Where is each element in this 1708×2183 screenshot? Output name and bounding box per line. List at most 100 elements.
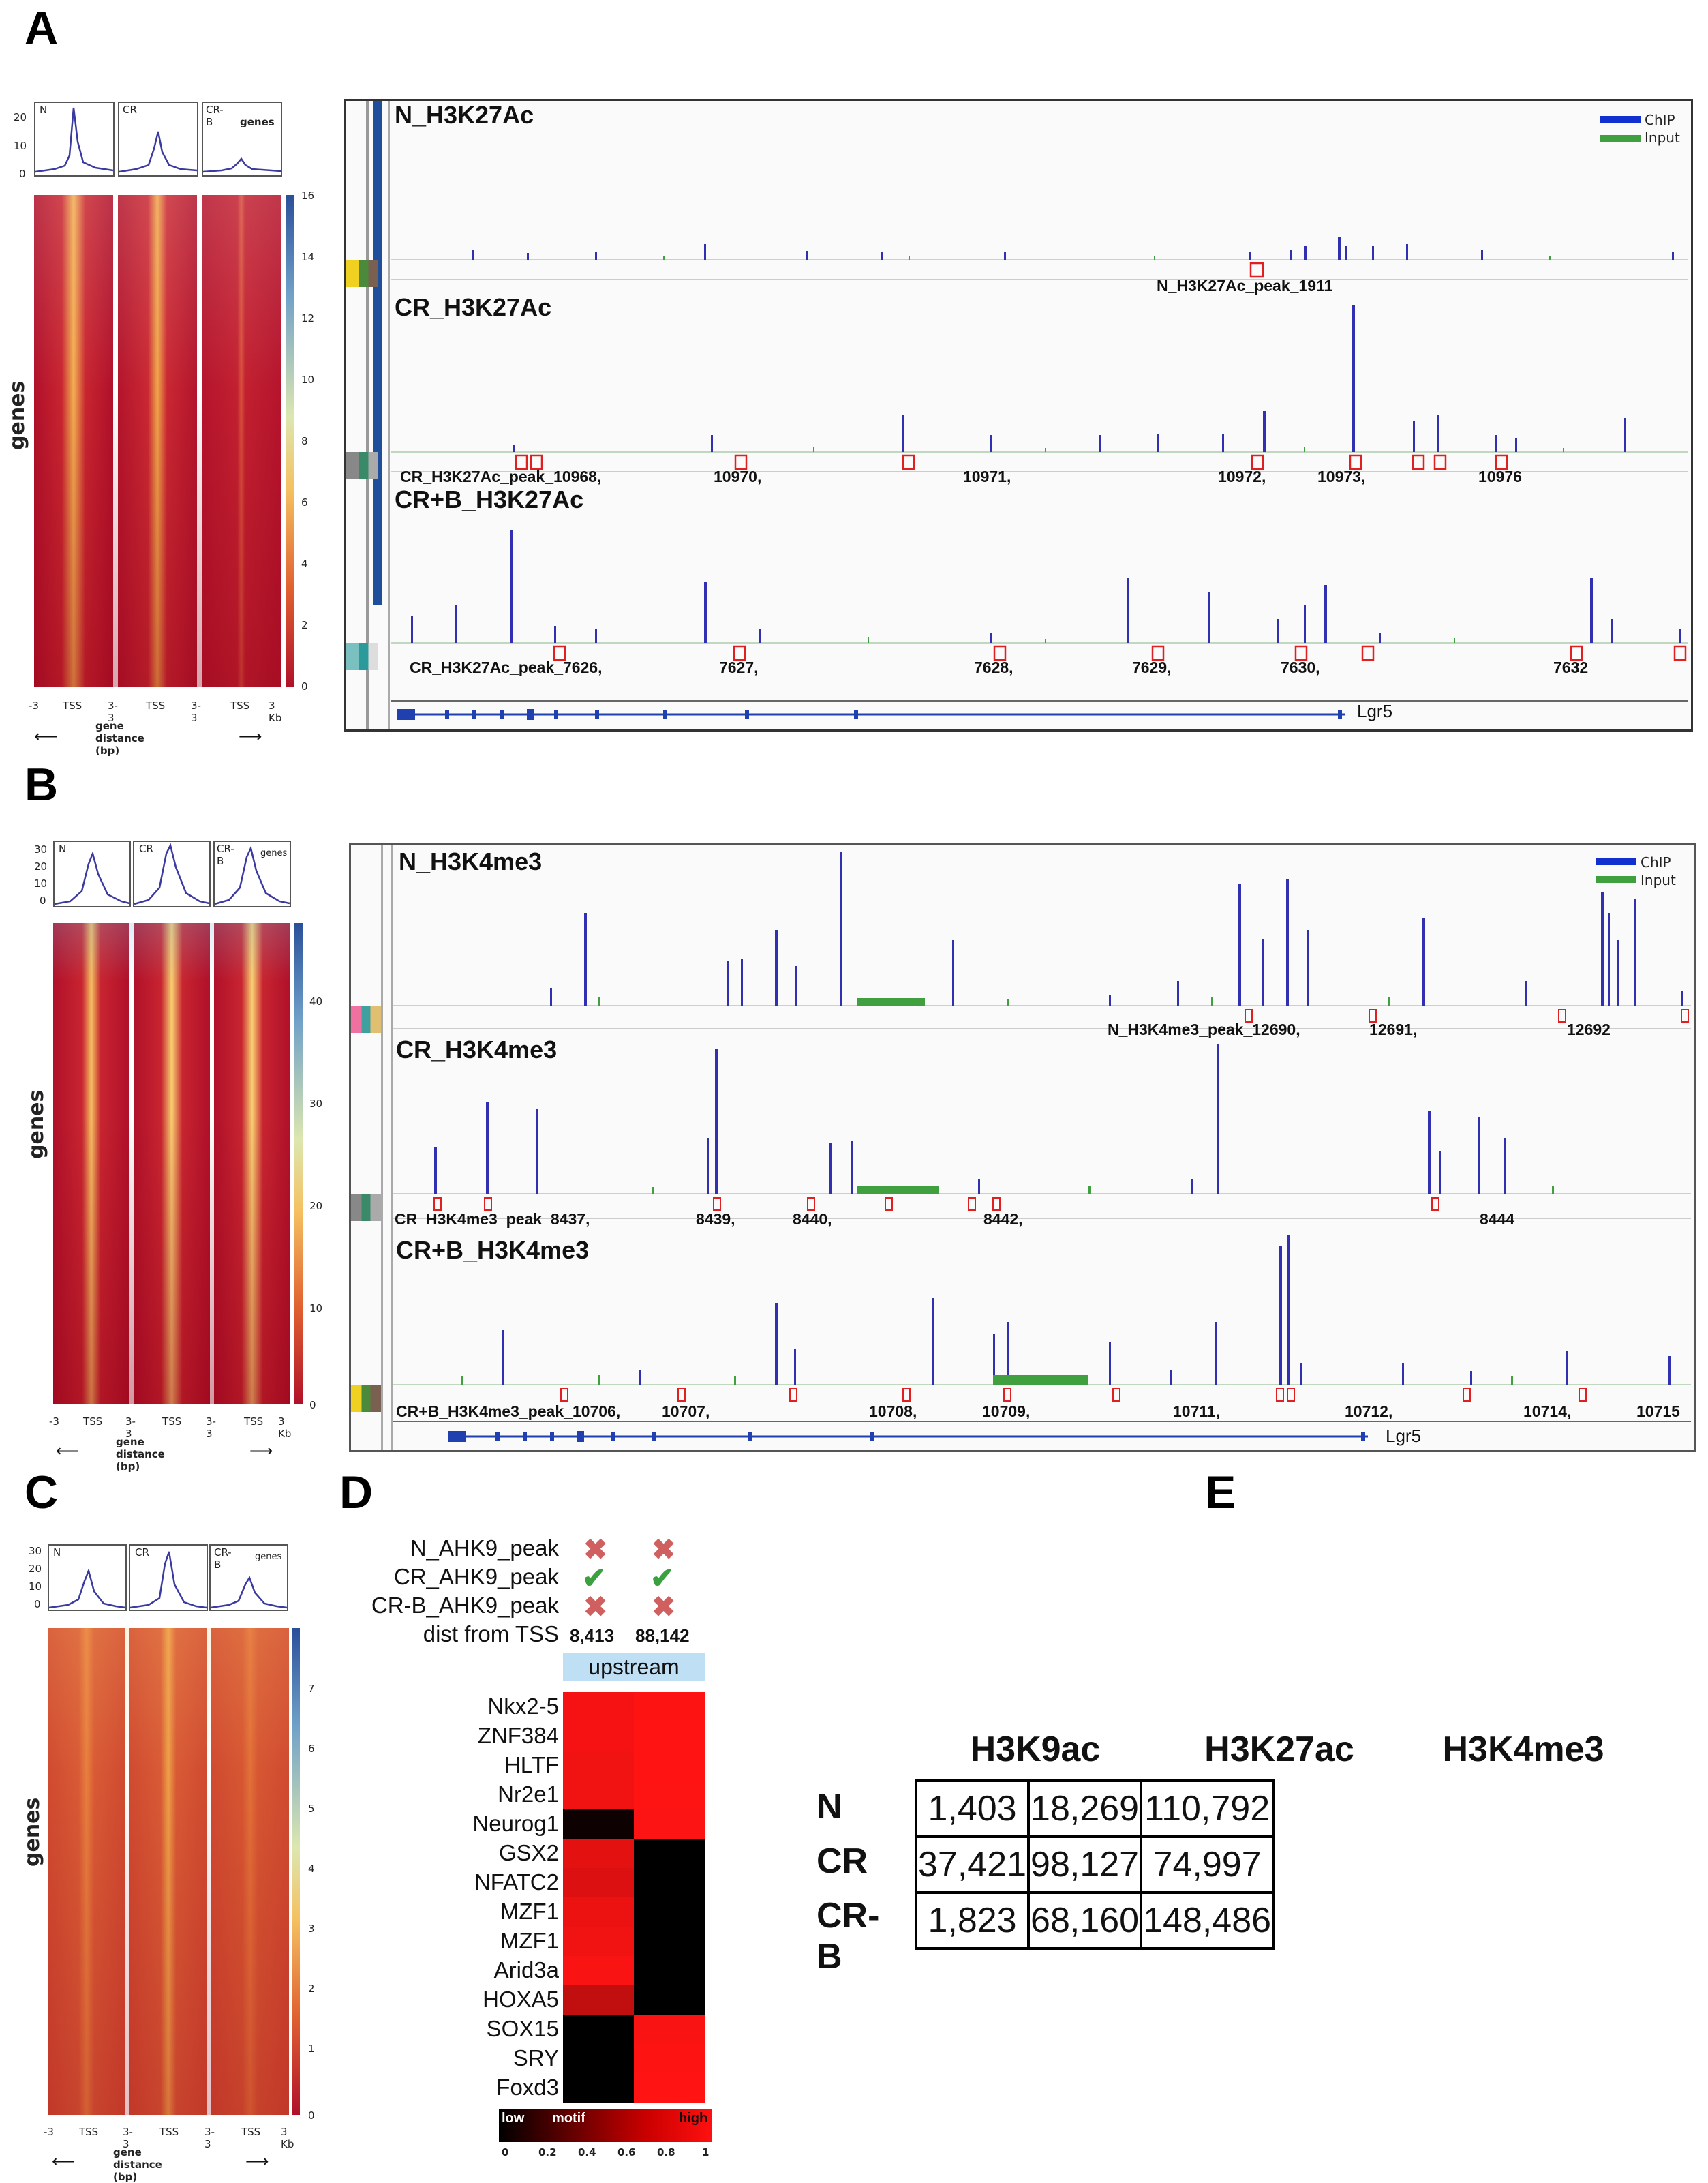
- xtick: TSS: [241, 2126, 261, 2138]
- peak-label: 10971,: [963, 468, 1011, 485]
- xtick: TSS: [63, 699, 82, 712]
- motif-cell: [634, 1839, 705, 1869]
- gene-label: Lgr5: [1357, 701, 1393, 721]
- xlabel: gene distance (bp): [116, 1436, 165, 1473]
- panel-letter-c: C: [25, 1466, 59, 1518]
- summary-table: 1,403 18,269 110,792 37,421 98,127 74,99…: [914, 1779, 1275, 1950]
- arrow-left-icon: ⟵: [56, 1442, 80, 1460]
- track-cr-bars: [391, 305, 1688, 453]
- heatmap-column-cr: [118, 195, 197, 687]
- profile-ytick: 10: [34, 877, 48, 890]
- cbar-tick: 16: [301, 190, 315, 202]
- cbar-tick: 30: [309, 1098, 323, 1110]
- legend-input-swatch: [1596, 876, 1636, 883]
- scale-tick: 1: [702, 2146, 710, 2158]
- table-column-header: H3K27ac: [1204, 1730, 1354, 1769]
- motif-cell: [563, 1751, 634, 1781]
- motif-cell: [563, 1839, 634, 1869]
- scale-tick: 0.2: [538, 2146, 557, 2158]
- arrow-right-icon: ⟶: [249, 1442, 273, 1460]
- profile-ytick: 0: [40, 894, 46, 907]
- col-label-cr: CR: [135, 1546, 149, 1559]
- legend-chip: ChIP: [1645, 112, 1675, 128]
- profile-ytick: 20: [29, 1563, 42, 1575]
- table-row-label: N: [817, 1787, 842, 1826]
- profile-ytick: 30: [34, 843, 48, 856]
- motif-cell: [634, 1780, 705, 1810]
- xtick: TSS: [159, 2126, 179, 2138]
- motif-gene: Nr2e1: [498, 1781, 559, 1807]
- peak-label: 10973,: [1317, 468, 1366, 485]
- gene-model-lgr5: [397, 709, 1345, 720]
- motif-cell: [563, 2044, 634, 2074]
- motif-cell: [563, 1956, 634, 1986]
- cbar-tick: 0: [309, 1399, 316, 1411]
- xtick: TSS: [230, 699, 250, 712]
- motif-cell: [634, 1897, 705, 1927]
- peak-label: 10976: [1478, 468, 1522, 485]
- track-swatch: [346, 260, 378, 287]
- peak-label: 10970,: [714, 468, 762, 485]
- heatmap-column-n: [34, 195, 113, 687]
- scale-tick: 0.8: [657, 2146, 675, 2158]
- track-title: CR+B_H3K4me3: [396, 1236, 590, 1264]
- arrow-right-icon: ⟶: [239, 727, 262, 746]
- row-label: CR-B_AHK9_peak: [371, 1593, 559, 1618]
- col-label-n: N: [59, 843, 67, 855]
- motif-cell: [563, 1780, 634, 1810]
- heatmap-overlay: [53, 923, 290, 1404]
- scale-tick: 0.4: [578, 2146, 596, 2158]
- profile-legend: genes: [240, 116, 275, 128]
- xtick: 3-3: [191, 699, 201, 724]
- track-crb-bars: [393, 1235, 1691, 1385]
- peak-label: 12692: [1567, 1021, 1611, 1038]
- motif-heatmap: [563, 1692, 705, 2103]
- scale-low: low: [502, 2111, 525, 2126]
- peak-label: 10714,: [1523, 1402, 1572, 1420]
- scale-tick: 0: [502, 2146, 509, 2158]
- motif-colorbar-lower: [499, 2127, 712, 2142]
- table-row-label: CR-B: [817, 1896, 880, 1976]
- motif-cell: [563, 2073, 634, 2103]
- browser-divider: [388, 101, 390, 729]
- cbar-tick: 2: [301, 619, 308, 631]
- track-n-bars: [391, 237, 1688, 260]
- peak-label: 7629,: [1132, 659, 1172, 676]
- peak-label: 7627,: [719, 659, 759, 676]
- xtick: TSS: [146, 699, 166, 712]
- upstream-header: upstream: [563, 1653, 705, 1681]
- motif-gene: Arid3a: [493, 1957, 559, 1983]
- table-row: 1,823 68,160 148,486: [914, 1891, 1275, 1950]
- dist-value: 88,142: [635, 1625, 690, 1646]
- table-row: 1,403 18,269 110,792: [914, 1779, 1275, 1838]
- table-row: 37,421 98,127 74,997: [914, 1835, 1275, 1894]
- motif-cell: [634, 1721, 705, 1751]
- motif-cell: [634, 1809, 705, 1839]
- col-label-crb: CR-B: [217, 843, 234, 867]
- profile-ytick: 0: [19, 168, 26, 180]
- cbar-tick: 40: [309, 995, 323, 1008]
- genes-ylabel: genes: [20, 1797, 44, 1867]
- motif-cell: [563, 1897, 634, 1927]
- motif-cell: [634, 2044, 705, 2074]
- motif-cell: [634, 1927, 705, 1957]
- panel-letter-d: D: [339, 1466, 373, 1518]
- motif-cell: [563, 1692, 634, 1722]
- dist-value: 8,413: [570, 1625, 615, 1646]
- motif-gene: SOX15: [486, 2016, 559, 2041]
- motif-cell: [563, 1809, 634, 1839]
- xtick: TSS: [162, 1415, 182, 1428]
- arrow-left-icon: ⟵: [52, 2152, 76, 2171]
- scale-high: high: [679, 2111, 708, 2126]
- genome-browser-b: N_H3K4me3 CR_H3K4me3 CR+B_H3K4me3 ChIP I…: [349, 843, 1696, 1452]
- browser-divider: [366, 101, 369, 729]
- col-label-cr: CR: [123, 104, 137, 116]
- cbar-tick: 6: [301, 496, 308, 509]
- motif-cell: [563, 1868, 634, 1898]
- motif-gene: Foxd3: [496, 2075, 559, 2100]
- motif-cell: [634, 1985, 705, 2015]
- xtick: 3-3: [108, 699, 118, 724]
- xtick: 3-3: [204, 2126, 215, 2150]
- motif-gene: ZNF384: [477, 1723, 559, 1748]
- cbar-tick: 1: [308, 2043, 315, 2055]
